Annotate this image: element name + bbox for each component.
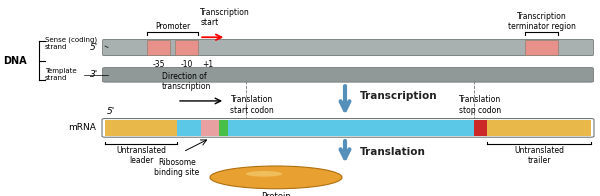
Text: Template
strand: Template strand xyxy=(45,68,77,81)
Text: 3': 3' xyxy=(89,70,98,79)
Text: 5': 5' xyxy=(89,43,98,52)
Text: Transcription
terminator region: Transcription terminator region xyxy=(508,12,575,31)
Bar xyxy=(228,120,474,136)
Text: Translation
stop codon: Translation stop codon xyxy=(459,95,501,115)
Text: Promoter: Promoter xyxy=(155,22,190,31)
Bar xyxy=(525,40,558,55)
Text: -10: -10 xyxy=(181,60,193,69)
Text: Translation: Translation xyxy=(360,147,426,157)
Text: Ribosome
binding site: Ribosome binding site xyxy=(154,158,200,177)
Text: +1: +1 xyxy=(202,60,214,69)
Text: -35: -35 xyxy=(152,60,164,69)
Text: Untranslated
leader: Untranslated leader xyxy=(116,146,166,165)
FancyBboxPatch shape xyxy=(103,68,593,82)
Text: Transcription
start: Transcription start xyxy=(200,8,250,27)
Bar xyxy=(147,40,170,55)
Ellipse shape xyxy=(246,171,282,177)
Text: DNA: DNA xyxy=(3,56,27,66)
Bar xyxy=(105,120,177,136)
Bar xyxy=(474,120,487,136)
Bar xyxy=(201,120,219,136)
Text: Sense (coding)
strand: Sense (coding) strand xyxy=(45,37,97,50)
Bar xyxy=(175,40,198,55)
Bar xyxy=(487,120,591,136)
Bar xyxy=(177,120,201,136)
Text: 5': 5' xyxy=(107,107,115,116)
Text: Untranslated
trailer: Untranslated trailer xyxy=(514,146,564,165)
FancyBboxPatch shape xyxy=(103,39,593,56)
Ellipse shape xyxy=(210,166,342,189)
Text: Translation
start codon: Translation start codon xyxy=(230,95,274,115)
Text: mRNA: mRNA xyxy=(68,123,96,132)
Bar xyxy=(219,120,228,136)
Text: Protein: Protein xyxy=(261,192,291,196)
Text: Direction of
transcription: Direction of transcription xyxy=(162,72,211,91)
Text: Transcription: Transcription xyxy=(360,91,437,101)
